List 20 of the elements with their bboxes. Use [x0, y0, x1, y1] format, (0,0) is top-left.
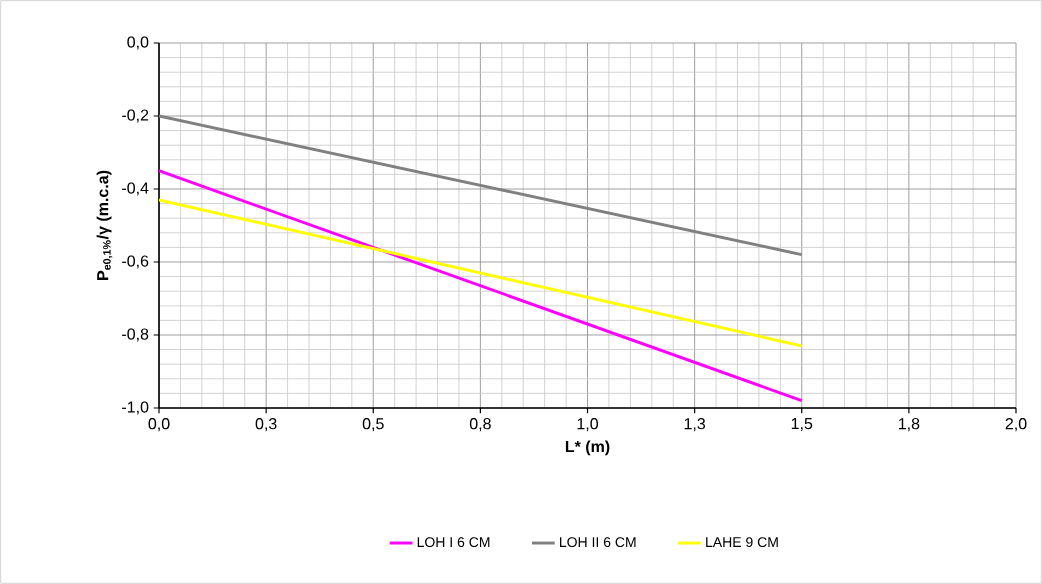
- y-tick-label: -0,6: [122, 255, 149, 269]
- legend-label: LOH I 6 CM: [417, 537, 490, 548]
- x-axis-title: L* (m): [565, 440, 610, 456]
- x-tick-label: 2,0: [1005, 418, 1027, 432]
- y-tick-label: 0,0: [127, 36, 149, 50]
- legend-label: LOH II 6 CM: [560, 537, 636, 548]
- legend-label: LAHE 9 CM: [706, 537, 778, 548]
- x-tick-label: 0,3: [255, 418, 277, 432]
- x-tick-label: 1,3: [684, 418, 706, 432]
- y-axis-title: P$_{e0,1%}$/γ (m.c.a): [96, 170, 113, 280]
- x-tick-label: 1,0: [577, 418, 599, 432]
- x-tick-label: 0,8: [469, 418, 491, 432]
- y-tick-label: -0,2: [122, 109, 149, 123]
- x-tick-label: 1,5: [791, 418, 813, 432]
- y-tick-label: -0,8: [122, 328, 149, 342]
- x-tick-label: 0,0: [148, 418, 170, 432]
- x-tick-label: 0,5: [362, 418, 384, 432]
- x-tick-label: 1,8: [898, 418, 920, 432]
- y-tick-label: -0,4: [122, 182, 149, 196]
- y-tick-label: -1,0: [122, 401, 149, 415]
